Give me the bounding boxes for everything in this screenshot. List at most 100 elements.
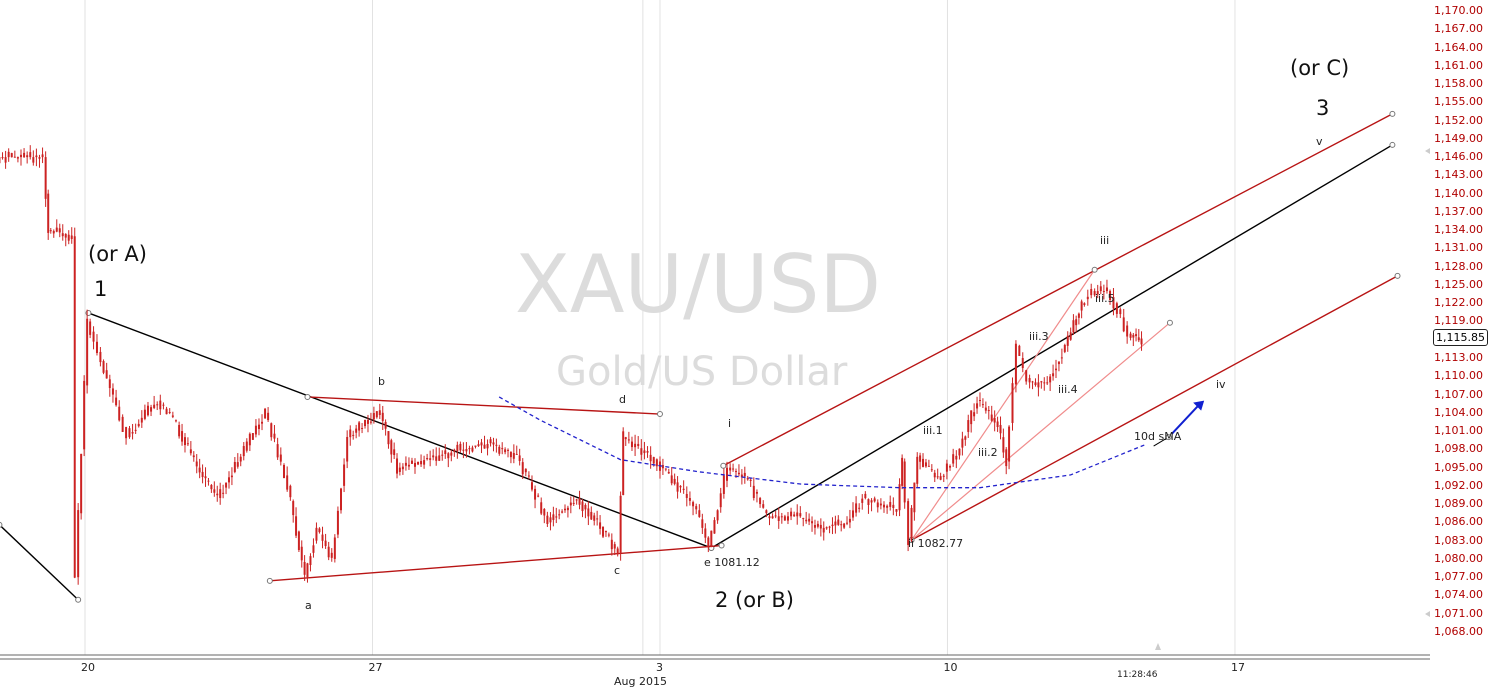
y-tick-label: 1,131.00: [1434, 241, 1483, 255]
candle-body: [1005, 449, 1008, 467]
candle-body: [777, 516, 780, 521]
candle-body: [646, 451, 649, 453]
candle-body: [886, 505, 889, 508]
candle-body: [901, 457, 904, 486]
candle-body: [4, 157, 7, 163]
candle-body: [13, 156, 16, 158]
candle-body: [1135, 334, 1138, 337]
trendline-handle: [656, 411, 663, 418]
candle-body: [701, 519, 704, 528]
candle-body: [86, 318, 89, 386]
candle-body: [233, 461, 236, 472]
candle-body: [29, 152, 32, 158]
y-tick-label: 1,140.00: [1434, 186, 1483, 200]
candle-body: [534, 488, 537, 500]
trendline-handle: [266, 577, 273, 584]
price-marker-icon: [1425, 611, 1430, 617]
label-or-a: (or A): [88, 242, 147, 266]
candle-body: [47, 193, 50, 233]
label-iii-2: iii.2: [978, 446, 998, 459]
candle-body: [958, 448, 961, 456]
candle-body: [831, 524, 834, 527]
candle-body: [864, 493, 867, 499]
candle-body: [673, 478, 676, 484]
candle-body: [1031, 381, 1034, 383]
candle-body: [561, 511, 564, 513]
candle-body: [1002, 437, 1005, 453]
candle-body: [652, 457, 655, 464]
candle-body: [1099, 286, 1102, 292]
candle-body: [41, 154, 44, 158]
candle-body: [828, 526, 831, 528]
candle-body: [462, 449, 465, 451]
y-tick-label: 1,146.00: [1434, 150, 1483, 164]
candle-body: [447, 453, 450, 459]
candle-body: [1057, 361, 1060, 365]
candle-body: [942, 475, 945, 477]
trendline-handle: [1389, 110, 1396, 117]
candle-body: [796, 512, 799, 517]
candle-body: [637, 443, 640, 447]
candle-body: [768, 516, 771, 519]
candle-body: [999, 424, 1002, 434]
candle-body: [682, 488, 685, 490]
y-tick-label: 1,074.00: [1434, 588, 1483, 602]
candle-body: [889, 501, 892, 507]
candle-body: [1025, 370, 1028, 382]
candle-body: [38, 157, 41, 159]
candle-body: [102, 361, 105, 373]
candle-body: [952, 454, 955, 464]
candle-body: [407, 464, 410, 467]
candle-body: [441, 454, 444, 456]
candle-body: [1043, 382, 1046, 384]
candle-body: [622, 431, 625, 495]
candle-body: [366, 419, 369, 424]
y-tick-label: 1,104.00: [1434, 405, 1483, 419]
candle-body: [195, 461, 198, 467]
candle-body: [755, 491, 758, 494]
candle-body: [1018, 345, 1021, 356]
candle-body: [640, 448, 643, 455]
candle-body: [137, 423, 140, 427]
candle-body: [704, 528, 707, 538]
candle-body: [459, 443, 462, 451]
candle-body: [879, 503, 882, 506]
candle-body: [10, 153, 13, 158]
candle-body: [453, 449, 456, 452]
trendline-handle: [1166, 319, 1173, 326]
candle-body: [543, 508, 546, 516]
candle-body: [546, 515, 549, 524]
candle-body: [746, 478, 749, 480]
trendline: [722, 113, 1393, 467]
candle-body: [945, 463, 948, 472]
scroll-marker-icon[interactable]: [1155, 643, 1161, 650]
y-tick-label: 1,152.00: [1434, 113, 1483, 127]
y-tick-label: 1,134.00: [1434, 223, 1483, 237]
candle-body: [105, 370, 108, 379]
candle-body: [264, 408, 267, 419]
candle-body: [873, 498, 876, 502]
candle-body: [55, 227, 58, 232]
candle-body: [483, 444, 486, 449]
candle-body: [346, 436, 349, 462]
candle-body: [964, 436, 967, 440]
trendline-handle: [1389, 141, 1396, 148]
candle-body: [1132, 334, 1135, 338]
candle-body: [722, 475, 725, 494]
candle-body: [695, 506, 698, 510]
candle-body: [555, 516, 558, 518]
candle-body: [540, 502, 543, 514]
candle-body: [468, 448, 471, 450]
candle-body: [774, 515, 777, 517]
candle-body: [861, 498, 864, 503]
label-wave-3: 3: [1316, 96, 1330, 120]
candle-body: [1126, 325, 1129, 337]
candle-body: [895, 509, 898, 512]
candle-body: [99, 351, 102, 363]
candle-body: [584, 504, 587, 510]
candle-body: [1028, 378, 1031, 383]
trendline-handle: [1165, 434, 1172, 441]
candle-body: [907, 501, 910, 545]
candle-body: [239, 456, 242, 462]
